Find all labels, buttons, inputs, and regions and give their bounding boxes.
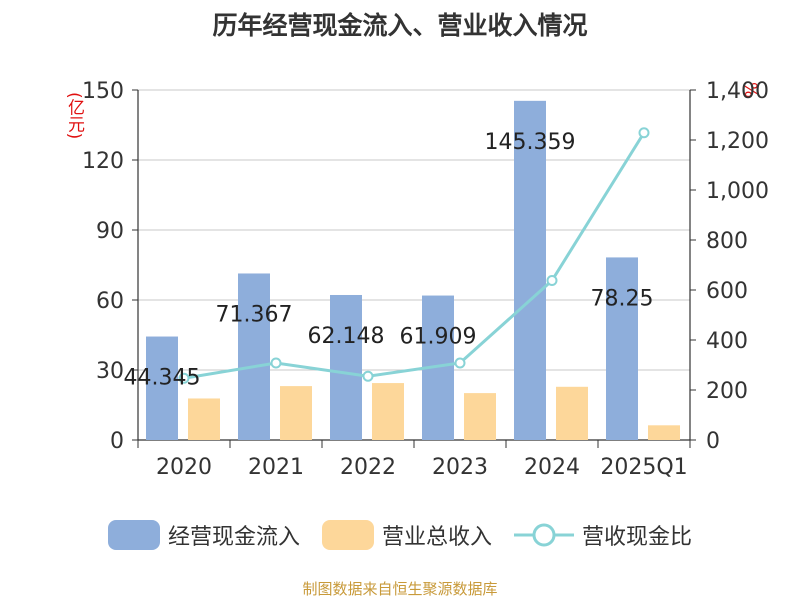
bar-cash-inflow <box>238 273 270 440</box>
y-right-tick-label: 200 <box>706 379 748 404</box>
legend-swatch-ratio <box>514 523 574 547</box>
x-tick-label: 2023 <box>432 455 488 480</box>
legend-item-revenue[interactable]: 营业总收入 <box>321 519 492 551</box>
bar-revenue <box>464 393 496 440</box>
bar-cash-inflow <box>606 257 638 440</box>
y-right-tick-label: 800 <box>706 229 748 254</box>
line-ratio-point <box>270 357 282 369</box>
data-label-cash-inflow: 78.25 <box>591 286 654 311</box>
y-left-tick-label: 150 <box>82 79 124 104</box>
data-label-cash-inflow: 145.359 <box>485 130 576 155</box>
legend-item-ratio[interactable]: 营收现金比 <box>514 519 692 551</box>
bar-cash-inflow <box>146 336 178 440</box>
y-right-tick-label: 400 <box>706 329 748 354</box>
y-right-tick-label: 1,400 <box>706 79 769 104</box>
x-tick-label: 2024 <box>524 455 580 480</box>
y-right-tick-label: 1,200 <box>706 129 769 154</box>
y-right-tick-label: 1,000 <box>706 179 769 204</box>
line-ratio-point <box>362 370 374 382</box>
bar-cash-inflow <box>514 100 546 440</box>
legend-item-cash-inflow[interactable]: 经营现金流入 <box>107 519 300 551</box>
bar-revenue <box>280 386 312 440</box>
legend-label-ratio: 营收现金比 <box>582 525 693 550</box>
y-left-tick-label: 30 <box>96 359 124 384</box>
line-ratio <box>183 131 646 380</box>
x-tick-label: 2020 <box>156 455 212 480</box>
bar-cash-inflow <box>330 294 362 440</box>
legend: 经营现金流入 营业总收入 营收现金比 <box>0 518 800 552</box>
data-label-cash-inflow: 71.367 <box>216 302 293 327</box>
x-tick-label: 2021 <box>248 455 304 480</box>
y-left-tick-label: 0 <box>110 429 124 454</box>
chart-title: 历年经营现金流入、营业收入情况 <box>212 11 588 40</box>
y-left-tick-label: 120 <box>82 149 124 174</box>
bar-revenue <box>648 425 680 440</box>
legend-swatch-revenue <box>321 520 374 550</box>
source-footer: 制图数据来自恒生聚源数据库 <box>302 580 498 598</box>
line-ratio-point <box>638 127 650 139</box>
y-left-tick-label: 90 <box>96 219 124 244</box>
bar-revenue <box>188 398 220 440</box>
x-tick-label: 2022 <box>340 455 396 480</box>
bar-revenue <box>372 383 404 440</box>
legend-label-cash-inflow: 经营现金流入 <box>167 525 300 550</box>
line-ratio-point <box>178 372 190 384</box>
data-label-cash-inflow: 62.148 <box>308 324 385 349</box>
bar-revenue <box>556 386 588 440</box>
legend-label-revenue: 营业总收入 <box>381 525 492 550</box>
x-tick-label: 2025Q1 <box>600 455 687 480</box>
legend-swatch-cash-inflow <box>107 520 160 550</box>
left-axis-unit: (亿元) <box>64 92 84 140</box>
y-right-tick-label: 600 <box>706 279 748 304</box>
line-ratio-point <box>454 357 466 369</box>
line-ratio-point <box>546 275 558 286</box>
y-left-tick-label: 60 <box>96 289 124 314</box>
data-label-cash-inflow: 61.909 <box>400 325 477 350</box>
data-label-cash-inflow: 44.345 <box>124 366 201 391</box>
y-right-tick-label: 0 <box>706 429 720 454</box>
